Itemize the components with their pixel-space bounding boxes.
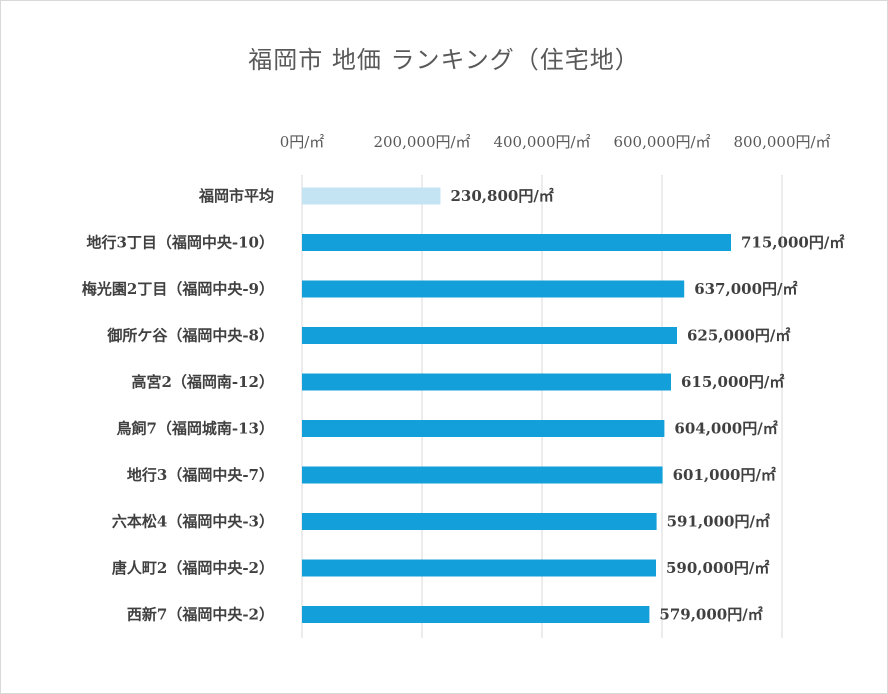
bar	[302, 466, 663, 484]
data-label: 615,000円/㎡	[681, 373, 784, 391]
category-label: 六本松4（福岡中央-3）	[112, 513, 274, 531]
data-label: 637,000円/㎡	[694, 280, 797, 298]
data-label: 591,000円/㎡	[667, 513, 770, 531]
category-label: 高宮2（福岡南-12）	[131, 373, 274, 391]
bar	[302, 373, 671, 391]
bar	[302, 606, 650, 623]
x-tick-label: 400,000円/㎡	[493, 133, 590, 151]
average-bar	[302, 187, 441, 205]
bar	[302, 280, 685, 298]
data-label: 604,000円/㎡	[674, 420, 777, 438]
x-tick-label: 200,000円/㎡	[373, 133, 470, 151]
category-label: 地行3丁目（福岡中央-10）	[86, 234, 274, 252]
category-label: 御所ケ谷（福岡中央-8）	[106, 327, 274, 345]
bar	[302, 327, 677, 344]
bar	[302, 559, 656, 577]
data-label: 230,800円/㎡	[450, 187, 553, 205]
data-label: 590,000円/㎡	[666, 559, 769, 577]
x-tick-label: 800,000円/㎡	[733, 133, 830, 151]
category-label: 鳥飼7（福岡城南-13）	[116, 420, 274, 438]
category-label: 梅光園2丁目（福岡中央-9）	[82, 280, 274, 298]
data-label: 715,000円/㎡	[741, 234, 844, 252]
category-label: 地行3（福岡中央-7）	[127, 466, 274, 484]
category-label: 福岡市平均	[198, 187, 274, 205]
data-label: 579,000円/㎡	[659, 606, 762, 624]
bar	[302, 513, 657, 530]
bar	[302, 420, 665, 437]
chart-title: 福岡市 地価 ランキング（住宅地）	[248, 46, 640, 74]
category-label: 西新7（福岡中央-2）	[127, 606, 274, 624]
data-label: 625,000円/㎡	[687, 327, 790, 345]
x-tick-label: 600,000円/㎡	[613, 133, 710, 151]
category-label: 唐人町2（福岡中央-2）	[112, 559, 274, 577]
data-label: 601,000円/㎡	[673, 466, 776, 484]
bar	[302, 234, 731, 251]
x-tick-label: 0円/㎡	[280, 133, 325, 151]
